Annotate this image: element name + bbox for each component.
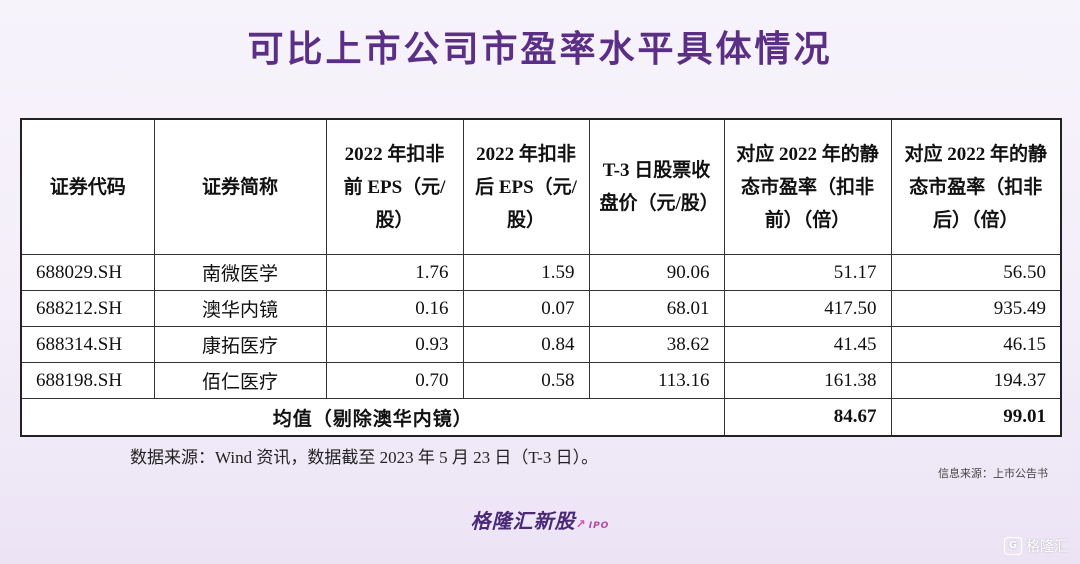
cell-pe-post: 46.15 bbox=[890, 326, 1062, 363]
corner-watermark: G 格隆汇 bbox=[1004, 536, 1068, 556]
brand-logo: 格隆汇新股↗ IPO bbox=[0, 505, 1080, 534]
cell-price: 113.16 bbox=[588, 362, 725, 399]
cell-pe-pre: 51.17 bbox=[723, 254, 892, 291]
table-row: 688029.SH 南微医学 1.76 1.59 90.06 51.17 56.… bbox=[20, 254, 1062, 291]
cell-eps-post: 1.59 bbox=[462, 254, 590, 291]
cell-code: 688029.SH bbox=[20, 254, 155, 291]
cell-pe-pre: 417.50 bbox=[723, 290, 892, 327]
cell-pe-post: 935.49 bbox=[890, 290, 1062, 327]
cell-eps-post: 0.07 bbox=[462, 290, 590, 327]
cell-pe-pre: 41.45 bbox=[723, 326, 892, 363]
cell-code: 688198.SH bbox=[20, 362, 155, 399]
table-row: 688314.SH 康拓医疗 0.93 0.84 38.62 41.45 46.… bbox=[20, 326, 1062, 363]
brand-ipo: IPO bbox=[588, 521, 610, 531]
cell-eps-pre: 0.70 bbox=[325, 362, 464, 399]
pe-comparison-table-container: 证券代码 证券简称 2022 年扣非前 EPS（元/股） 2022 年扣非后 E… bbox=[20, 118, 1062, 437]
table-row: 688198.SH 佰仁医疗 0.70 0.58 113.16 161.38 1… bbox=[20, 362, 1062, 399]
table-average-row: 均值（剔除澳华内镜） 84.67 99.01 bbox=[20, 398, 1062, 437]
cell-price: 68.01 bbox=[588, 290, 725, 327]
pe-comparison-table: 证券代码 证券简称 2022 年扣非前 EPS（元/股） 2022 年扣非后 E… bbox=[20, 118, 1062, 437]
header-price: T-3 日股票收盘价（元/股） bbox=[588, 118, 725, 255]
average-label: 均值（剔除澳华内镜） bbox=[20, 398, 725, 437]
cell-name: 佰仁医疗 bbox=[153, 362, 327, 399]
cell-eps-post: 0.58 bbox=[462, 362, 590, 399]
gelonghui-logo-icon: G bbox=[1004, 537, 1022, 555]
header-pe-pre: 对应 2022 年的静态市盈率（扣非前）（倍） bbox=[723, 118, 892, 255]
header-pe-post: 对应 2022 年的静态市盈率（扣非后）（倍） bbox=[890, 118, 1062, 255]
cell-price: 38.62 bbox=[588, 326, 725, 363]
cell-eps-pre: 0.93 bbox=[325, 326, 464, 363]
cell-pe-post: 56.50 bbox=[890, 254, 1062, 291]
brand-spark-icon: ↗ bbox=[575, 517, 587, 531]
cell-pe-pre: 161.38 bbox=[723, 362, 892, 399]
average-pe-pre: 84.67 bbox=[723, 398, 892, 437]
average-pe-post: 99.01 bbox=[890, 398, 1062, 437]
cell-eps-pre: 1.76 bbox=[325, 254, 464, 291]
cell-name: 康拓医疗 bbox=[153, 326, 327, 363]
cell-code: 688212.SH bbox=[20, 290, 155, 327]
header-code: 证券代码 bbox=[20, 118, 155, 255]
cell-code: 688314.SH bbox=[20, 326, 155, 363]
page-title: 可比上市公司市盈率水平具体情况 bbox=[247, 29, 833, 70]
cell-name: 澳华内镜 bbox=[153, 290, 327, 327]
info-source-label: 信息来源：上市公告书 bbox=[938, 467, 1048, 480]
cell-eps-pre: 0.16 bbox=[325, 290, 464, 327]
data-source-note: 数据来源：Wind 资讯，数据截至 2023 年 5 月 23 日（T-3 日）… bbox=[130, 448, 599, 467]
cell-name: 南微医学 bbox=[153, 254, 327, 291]
table-header-row: 证券代码 证券简称 2022 年扣非前 EPS（元/股） 2022 年扣非后 E… bbox=[20, 118, 1062, 255]
header-name: 证券简称 bbox=[153, 118, 327, 255]
cell-price: 90.06 bbox=[588, 254, 725, 291]
cell-pe-post: 194.37 bbox=[890, 362, 1062, 399]
header-eps-post: 2022 年扣非后 EPS（元/股） bbox=[462, 118, 590, 255]
header-eps-pre: 2022 年扣非前 EPS（元/股） bbox=[325, 118, 464, 255]
cell-eps-post: 0.84 bbox=[462, 326, 590, 363]
corner-logo-text: 格隆汇 bbox=[1026, 539, 1068, 555]
brand-text: 格隆汇新股 bbox=[470, 509, 576, 533]
table-row: 688212.SH 澳华内镜 0.16 0.07 68.01 417.50 93… bbox=[20, 290, 1062, 327]
